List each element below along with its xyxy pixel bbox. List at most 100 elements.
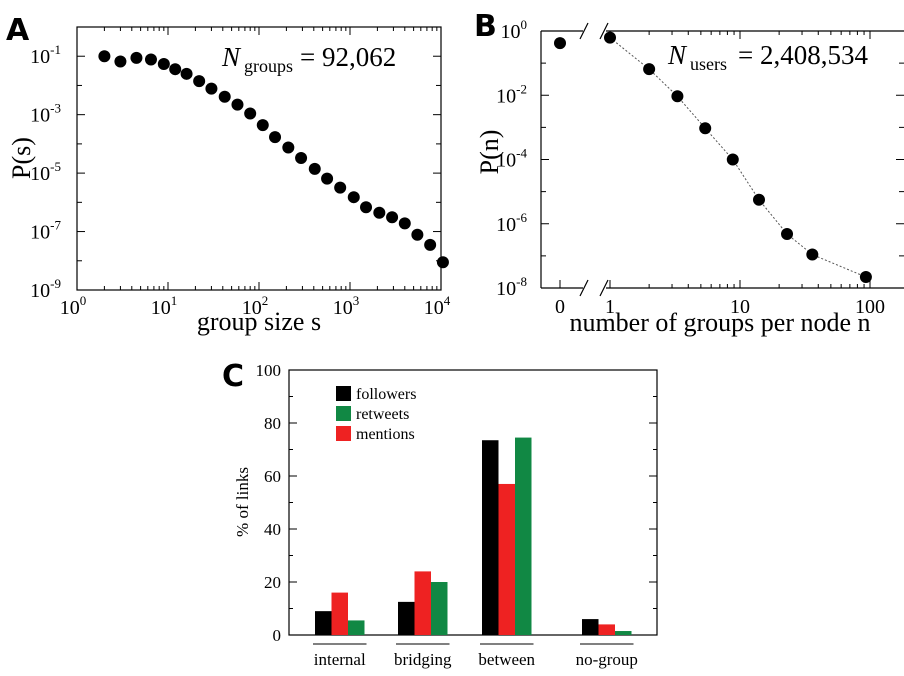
panel-label-b: B — [474, 9, 497, 44]
c-bar-followers — [398, 601, 415, 635]
b-axis-break-mark — [599, 279, 609, 297]
b-data-point — [643, 63, 656, 76]
panel-a-annotation-symbol: N — [221, 42, 242, 72]
a-ytick-label: 10-9 — [30, 276, 61, 302]
a-data-point — [373, 206, 386, 219]
a-data-point — [295, 151, 308, 164]
b-ytick-label: 100 — [501, 17, 528, 43]
a-ytick-label: 10-7 — [30, 218, 61, 244]
panel-label-c: C — [222, 359, 244, 394]
a-data-point — [169, 63, 182, 76]
a-data-point — [130, 51, 143, 64]
panel-b-annotation-value: = 2,408,534 — [738, 40, 868, 70]
b-axis-break-mark — [579, 279, 589, 297]
a-xtick-label: 103 — [333, 293, 360, 319]
b-xtick-label: 1 — [605, 296, 615, 318]
panel-c-ticks — [289, 369, 657, 636]
a-data-point — [282, 141, 295, 154]
c-bar-mentions — [598, 624, 615, 635]
c-category-label: internal — [314, 650, 366, 669]
c-ytick-label: 20 — [264, 573, 281, 592]
a-data-point — [334, 181, 347, 194]
c-ytick-label: 0 — [273, 626, 282, 645]
panel-c-tick-labels: 0 20 40 60 80 100 — [256, 361, 282, 645]
c-ytick-label: 60 — [264, 467, 281, 486]
c-category-label: between — [478, 650, 535, 669]
panel-b-xlabel: number of groups per node n — [569, 308, 870, 337]
panel-c-category-labels: internal bridging between no-group — [314, 650, 638, 669]
a-data-point — [205, 82, 218, 95]
b-ytick-label: 10-2 — [496, 81, 527, 107]
panel-a-tick-labels: 100 101 102 103 104 10-9 10-7 10-5 10-3 10-1 — [30, 42, 451, 319]
panel-a-ticks — [76, 26, 442, 291]
b-axis-break-mark — [599, 22, 609, 40]
a-data-point — [144, 53, 157, 66]
a-data-point — [308, 162, 321, 175]
panel-c-bars — [313, 437, 634, 645]
b-xtick-label: 0 — [555, 296, 565, 318]
c-category-label: no-group — [576, 650, 638, 669]
a-xtick-label: 100 — [60, 293, 87, 319]
a-xtick-label: 101 — [151, 293, 178, 319]
panel-b-ticks — [541, 30, 904, 289]
a-data-point — [256, 119, 269, 132]
c-bar-retweets — [615, 631, 632, 635]
a-ytick-label: 10-5 — [30, 159, 61, 185]
a-data-point — [360, 201, 373, 214]
a-data-point — [98, 50, 111, 63]
c-ytick-label: 40 — [264, 520, 281, 539]
b-data-point — [781, 227, 794, 240]
a-xtick-label: 104 — [424, 293, 451, 319]
a-data-point — [436, 256, 449, 269]
a-data-point — [193, 75, 206, 88]
c-bar-mentions — [331, 592, 348, 635]
panel-b-annotation-subscript: users — [690, 54, 727, 74]
b-data-point — [726, 153, 739, 166]
panel-c-legend: followers retweets mentions — [336, 386, 416, 443]
c-legend-swatch — [336, 406, 351, 421]
panel-a-annotation-value: = 92,062 — [300, 42, 396, 72]
panel-a-annotation-subscript: groups — [244, 56, 293, 76]
c-category-label: bridging — [394, 650, 452, 669]
b-ytick-label: 10-8 — [496, 274, 527, 300]
b-ytick-label: 10-6 — [496, 210, 527, 236]
panel-b-points — [554, 31, 872, 283]
a-data-point — [244, 107, 257, 120]
panel-c-ylabel: % of links — [233, 467, 252, 537]
c-bar-retweets — [515, 437, 532, 635]
a-data-point — [347, 191, 360, 204]
c-bar-followers — [482, 440, 499, 635]
b-xtick-label: 100 — [855, 296, 885, 318]
panel-label-a: A — [6, 13, 30, 48]
c-bar-retweets — [348, 620, 365, 635]
panel-c: 0 20 40 60 80 100 internal bridging between no-g… — [233, 361, 658, 669]
panel-a-points — [98, 50, 449, 269]
b-data-point — [604, 31, 616, 44]
c-legend-swatch — [336, 386, 351, 401]
a-data-point — [218, 90, 231, 103]
c-legend-label: followers — [356, 386, 416, 403]
c-ytick-label: 100 — [256, 361, 282, 380]
b-data-point — [671, 90, 684, 103]
b-data-point — [859, 270, 872, 283]
a-data-point — [398, 217, 411, 230]
b-axis-break-mark — [579, 22, 589, 40]
c-bar-mentions — [498, 483, 515, 635]
panel-b-annotation-symbol: N — [667, 40, 688, 70]
panel-b: 0 1 10 100 10-8 10-6 10-4 10-2 100 N users = 2,4… — [475, 17, 904, 337]
panel-b-ylabel: P(n) — [475, 130, 504, 175]
b-data-point — [806, 248, 819, 261]
panel-a: 100 101 102 103 104 10-9 10-7 10-5 10-3 10-1 N gr… — [7, 26, 451, 336]
a-data-point — [269, 131, 282, 144]
a-data-point — [114, 55, 127, 68]
a-data-point — [424, 238, 437, 251]
a-xtick-label: 102 — [242, 293, 269, 319]
c-bar-followers — [582, 619, 599, 635]
c-bar-mentions — [414, 571, 431, 635]
a-data-point — [231, 98, 244, 111]
a-data-point — [180, 67, 193, 80]
c-legend-label: mentions — [356, 426, 415, 443]
panel-a-xlabel: group size s — [197, 307, 321, 336]
c-bar-retweets — [431, 582, 448, 635]
